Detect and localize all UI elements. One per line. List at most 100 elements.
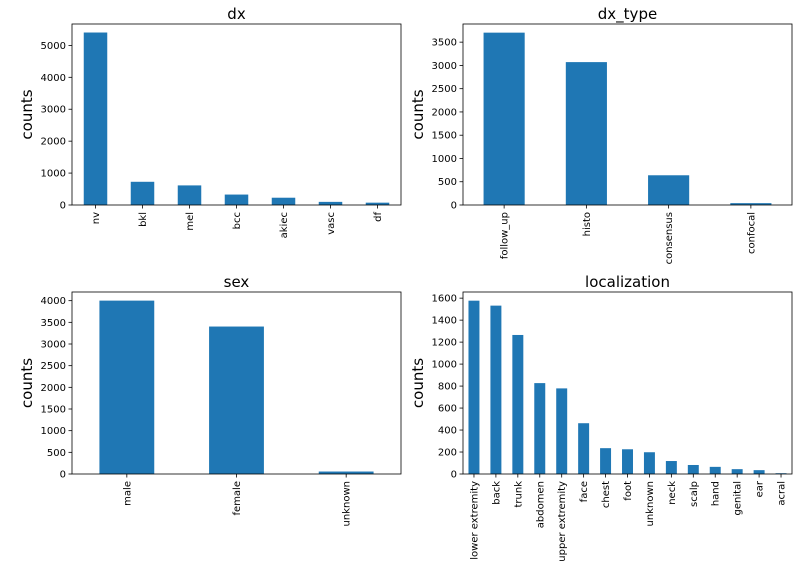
bar-akiec	[271, 197, 296, 205]
axes-frame	[71, 23, 402, 206]
x-tick-label: face	[579, 481, 590, 502]
chart-sex: 0 500 1000 1500 2000 2500 3000 3500 4000 male fema…	[18, 273, 402, 526]
x-tick-label: hand	[711, 481, 722, 506]
x-tick-label: neck	[667, 481, 678, 505]
chart-title: localization	[585, 273, 670, 291]
chart-dx: 0 1000 2000 3000 4000 5000 nv bkl mel bcc akiec vas…	[18, 5, 402, 238]
bar-histo	[565, 62, 607, 205]
bar-vasc	[318, 201, 343, 205]
y-tick-label: 3500	[432, 38, 457, 49]
y-axis-label: counts	[18, 89, 36, 139]
x-tick-label: abdomen	[535, 481, 546, 528]
y-tick-label: 1000	[41, 426, 66, 437]
x-tick-label: bcc	[232, 212, 243, 229]
x-tick-label: scalp	[689, 481, 700, 507]
y-tick-label: 5000	[41, 41, 66, 52]
y-tick-label: 800	[438, 382, 457, 393]
x-tick-label: df	[373, 212, 384, 222]
y-tick-label: 1400	[432, 316, 457, 327]
x-tick-label: bkl	[138, 212, 149, 227]
y-axis-label: counts	[409, 89, 427, 139]
bar-foot	[622, 449, 633, 474]
x-tick-label: follow_up	[500, 212, 511, 259]
bar-confocal	[730, 203, 772, 205]
bar-ear	[753, 470, 765, 474]
y-tick-label: 0	[60, 201, 66, 212]
bar-neck	[665, 461, 677, 474]
bar-face	[578, 423, 590, 474]
y-tick-label: 2000	[432, 107, 457, 118]
x-tick-label: confocal	[746, 212, 757, 254]
x-tick-label: acral	[777, 481, 788, 506]
x-tick-label: unknown	[342, 481, 353, 526]
chart-dx-type: 0 500 1000 1500 2000 2500 3000 3500 follow_up his…	[409, 5, 793, 264]
y-tick-label: 3000	[41, 105, 66, 116]
x-tick-label: lower extremity	[469, 481, 480, 560]
y-tick-label: 4000	[41, 73, 66, 84]
bar-upper-extremity	[556, 388, 568, 474]
bar-male	[99, 300, 155, 474]
bar-unknown	[318, 471, 374, 474]
chart-localization: 0 200 400 600 800 1000 1200 1400 1600 lower extre…	[409, 273, 793, 562]
bar-chest	[600, 448, 612, 474]
y-axis-label: counts	[18, 358, 36, 408]
bar-bcc	[224, 194, 249, 205]
y-tick-label: 1500	[432, 131, 457, 142]
x-tick-label: foot	[623, 481, 634, 501]
bar-female	[209, 326, 264, 474]
bar-df	[365, 202, 390, 205]
x-tick-label: vasc	[326, 212, 337, 235]
x-tick-label: akiec	[279, 212, 290, 238]
y-tick-label: 1000	[432, 154, 457, 165]
bar-unknown	[643, 452, 655, 474]
y-tick-label: 2500	[41, 361, 66, 372]
y-tick-label: 3000	[41, 340, 66, 351]
axes-frame	[462, 23, 793, 206]
y-tick-label: 2000	[41, 383, 66, 394]
y-tick-label: 0	[451, 470, 457, 481]
y-tick-label: 3500	[41, 318, 66, 329]
x-tick-label: chest	[601, 481, 612, 508]
y-tick-label: 2000	[41, 137, 66, 148]
y-tick-label: 500	[438, 177, 457, 188]
y-tick-label: 1200	[432, 338, 457, 349]
chart-title: dx	[227, 5, 246, 23]
bar-abdomen	[534, 383, 546, 474]
x-tick-label: back	[491, 481, 502, 505]
x-tick-label: mel	[185, 212, 196, 231]
y-tick-label: 0	[451, 201, 457, 212]
bar-back	[490, 305, 502, 474]
y-tick-label: 400	[438, 426, 457, 437]
bar-mel	[177, 185, 202, 205]
chart-title: sex	[224, 273, 250, 291]
x-tick-label: female	[232, 481, 243, 515]
y-tick-label: 200	[438, 448, 457, 459]
y-tick-label: 500	[47, 448, 66, 459]
y-tick-label: 1500	[41, 405, 66, 416]
bar-lower-extremity	[468, 300, 480, 474]
y-tick-label: 1000	[432, 360, 457, 371]
x-tick-label: consensus	[664, 212, 675, 264]
bar-scalp	[687, 464, 699, 474]
y-tick-label: 0	[60, 470, 66, 481]
y-tick-label: 2500	[432, 84, 457, 95]
y-axis-label: counts	[409, 358, 427, 408]
x-tick-label: histo	[582, 212, 593, 236]
bar-nv	[83, 32, 108, 205]
y-tick-label: 1000	[41, 169, 66, 180]
bar-consensus	[648, 175, 690, 205]
bar-hand	[709, 466, 721, 474]
x-tick-label: ear	[755, 480, 766, 497]
x-tick-label: upper extremity	[557, 481, 568, 562]
chart-title: dx_type	[598, 5, 657, 24]
x-tick-label: male	[122, 481, 133, 506]
bar-genital	[731, 469, 743, 474]
x-tick-label: trunk	[513, 481, 524, 508]
y-tick-label: 600	[438, 404, 457, 415]
y-tick-label: 3000	[432, 61, 457, 72]
x-tick-label: unknown	[645, 481, 656, 526]
bar-trunk	[512, 334, 524, 474]
x-tick-label: nv	[91, 212, 102, 224]
bar-bkl	[130, 181, 155, 205]
